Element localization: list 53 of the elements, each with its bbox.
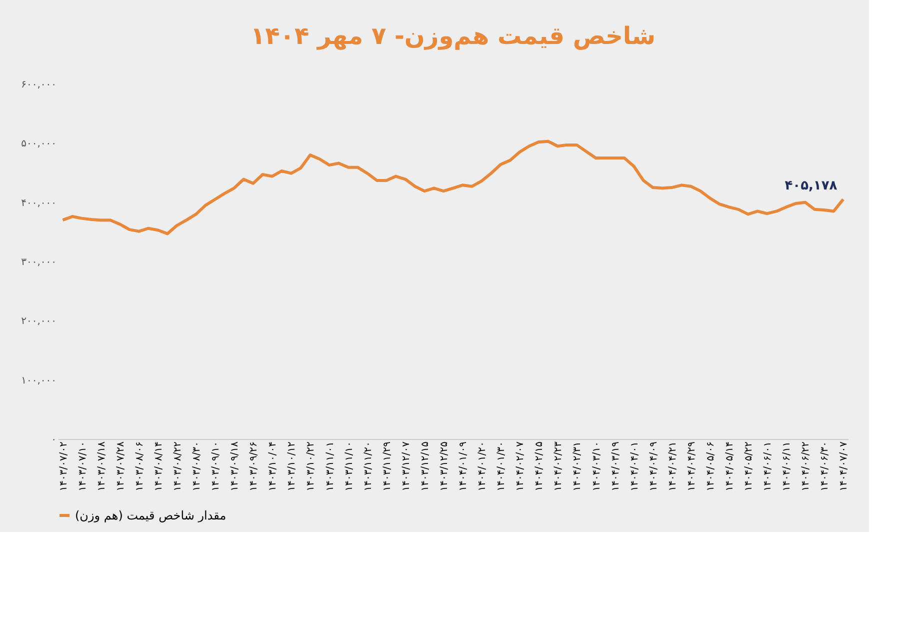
x-tick-label: ۱۴۰۳/۱۱/۲۹	[382, 442, 393, 492]
x-tick-label: ۱۴۰۴/۰۱/۰۹	[458, 442, 470, 492]
annotation: ۴۰۵,۱۷۸	[784, 178, 838, 194]
x-tick-label: ۱۴۰۳/۱۲/۰۷	[400, 440, 412, 492]
x-tick-label: ۱۴۰۴/۰۱/۳۰	[496, 442, 508, 492]
x-tick-label: ۱۴۰۳/۰۷/۱۸	[96, 440, 108, 492]
x-tick-label: ۱۴۰۳/۱۲/۱۵	[420, 442, 431, 492]
x-tick-label: ۱۴۰۴/۰۵/۱۴	[724, 442, 736, 492]
x-tick-label: ۱۴۰۴/۰۱/۲۰	[477, 442, 488, 492]
x-tick-label: ۱۴۰۳/۰۸/۳۰	[192, 442, 203, 492]
x-tick-label: ۱۴۰۳/۰۹/۱۰	[210, 442, 222, 492]
x-tick-label: ۱۴۰۳/۱۱/۰۱	[324, 442, 336, 492]
x-tick-label: ۱۴۰۳/۱۲/۲۵	[438, 442, 450, 492]
y-tick-label: ۱۰۰,۰۰۰	[21, 375, 56, 386]
x-tick-label: ۱۴۰۳/۱۰/۲۲	[306, 442, 317, 492]
x-tick-label: ۱۴۰۴/۰۳/۱۰	[591, 442, 602, 492]
x-tick-label: ۱۴۰۴/۰۲/۳۱	[572, 442, 584, 492]
x-tick-label: ۱۴۰۳/۱۱/۱۰	[344, 442, 355, 492]
x-tick-label: ۱۴۰۳/۰۷/۱۰	[77, 442, 88, 492]
x-tick-label: ۱۴۰۳/۰۹/۲۶	[248, 442, 260, 492]
x-tick-label: ۱۴۰۴/۰۲/۰۷	[515, 440, 526, 492]
y-tick-label: ۵۰۰,۰۰۰	[21, 138, 56, 150]
x-tick-label: ۱۴۰۳/۰۹/۱۸	[230, 440, 241, 492]
x-tick-label: ۱۴۰۴/۰۳/۱۹	[610, 442, 622, 492]
x-tick-label: ۱۴۰۳/۰۸/۰۶	[134, 442, 146, 492]
x-tick-label: ۱۴۰۴/۰۲/۱۵	[534, 442, 546, 492]
x-tick-label: ۱۴۰۴/۰۴/۲۱	[667, 442, 678, 492]
x-tick-label: ۱۴۰۴/۰۵/۲۲	[744, 442, 755, 492]
chart-title: شاخص قیمت هم‌وزن- ۷ مهر ۱۴۰۴	[250, 22, 656, 50]
x-tick-label: ۱۴۰۴/۰۴/۰۱	[629, 442, 640, 492]
x-tick-label: ۱۴۰۴/۰۵/۰۶	[705, 442, 716, 492]
x-tick-label: ۱۴۰۴/۰۶/۳۰	[820, 442, 831, 492]
x-tick-label: ۱۴۰۴/۰۶/۰۱	[762, 442, 774, 492]
y-tick-label: ۴۰۰,۰۰۰	[21, 198, 56, 209]
line-series	[61, 140, 845, 236]
x-tick-label: ۱۴۰۴/۰۶/۱۱	[782, 442, 793, 492]
x-tick-label: ۱۴۰۳/۱۱/۲۰	[362, 442, 374, 492]
x-tick-label: ۱۴۰۳/۰۸/۲۲	[172, 442, 184, 492]
x-tick-label: ۱۴۰۳/۰۷/۲۸	[115, 440, 126, 492]
y-tick-label: ۲۰۰,۰۰۰	[21, 316, 56, 328]
x-tick-label: ۱۴۰۴/۰۴/۰۹	[648, 442, 660, 492]
x-tick-label: ۱۴۰۴/۰۷/۰۷	[838, 440, 850, 492]
y-tick-label: ۳۰۰,۰۰۰	[21, 257, 56, 268]
y-tick-label: ۰	[51, 434, 56, 446]
x-tick-label: ۱۴۰۴/۰۲/۲۳	[553, 440, 564, 492]
x-tick-label: ۱۴۰۳/۰۷/۰۲	[58, 442, 70, 492]
x-tick-label: ۱۴۰۳/۱۰/۱۲	[286, 442, 298, 492]
x-tick-label: ۱۴۰۳/۱۰/۰۴	[268, 442, 279, 492]
legend-label: مقدار شاخص قیمت (هم وزن)	[75, 508, 226, 522]
y-tick-label: ۶۰۰,۰۰۰	[21, 80, 56, 90]
x-tick-label: ۱۴۰۳/۰۸/۱۴	[153, 442, 164, 492]
x-tick-label: ۱۴۰۴/۰۶/۲۲	[800, 442, 812, 492]
x-tick-label: ۱۴۰۴/۰۴/۲۹	[686, 442, 698, 492]
